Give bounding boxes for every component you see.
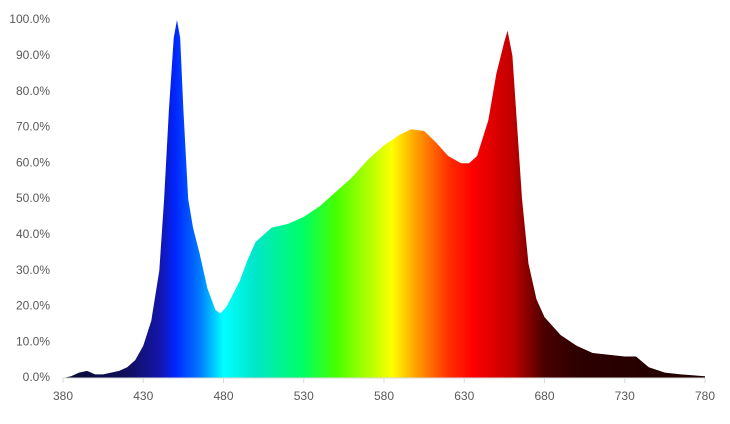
y-tick-label: 60.0% [16, 155, 50, 169]
y-tick-label: 100.0% [9, 12, 50, 26]
x-tick-label: 530 [294, 389, 314, 403]
y-tick-label: 20.0% [16, 299, 50, 313]
y-tick-label: 50.0% [16, 191, 50, 205]
x-tick-label: 630 [454, 389, 474, 403]
y-tick-label: 70.0% [16, 120, 50, 134]
y-tick-label: 30.0% [16, 263, 50, 277]
y-tick-label: 80.0% [16, 84, 50, 98]
x-tick-label: 680 [534, 389, 554, 403]
y-tick-label: 90.0% [16, 48, 50, 62]
x-tick-label: 480 [213, 389, 233, 403]
spectrum-area [63, 20, 705, 378]
y-tick-label: 10.0% [16, 334, 50, 348]
x-tick-label: 780 [695, 389, 715, 403]
x-tick-label: 730 [615, 389, 635, 403]
x-tick-label: 580 [374, 389, 394, 403]
x-tick-label: 430 [133, 389, 153, 403]
y-tick-label: 0.0% [23, 370, 51, 384]
y-tick-label: 40.0% [16, 227, 50, 241]
x-tick-label: 380 [53, 389, 73, 403]
